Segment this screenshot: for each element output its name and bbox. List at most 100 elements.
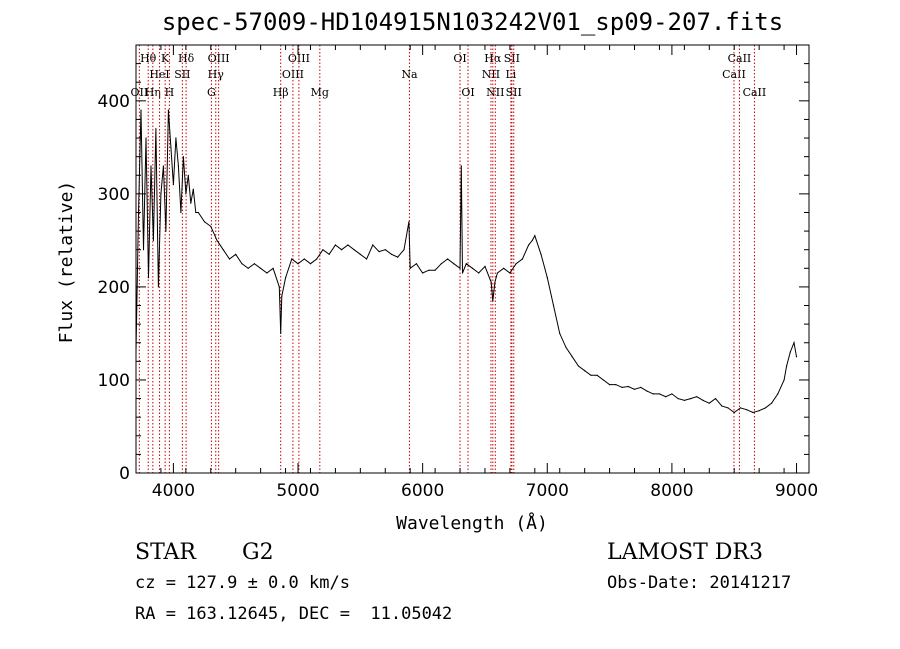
data-point-80: [496, 272, 498, 274]
data-point-29: [222, 249, 224, 251]
data-point-10: [160, 193, 162, 195]
spectral-line-label-18: NII: [482, 68, 500, 81]
data-point-3: [142, 249, 145, 251]
data-point-100: [615, 384, 617, 386]
spectral-line-label-23: SII: [506, 86, 522, 99]
data-point-119: [733, 411, 735, 414]
data-point-47: [322, 249, 324, 251]
spectral-line-label-19: Hα: [484, 52, 502, 65]
spectral-line-label-11: Hβ: [273, 86, 289, 99]
x-tick-label-2: 6000: [401, 481, 444, 501]
data-point-23: [192, 188, 194, 190]
data-point-46: [316, 258, 318, 260]
plot-frame: [135, 44, 810, 474]
spectrum-series: [135, 109, 798, 414]
data-point-90: [552, 304, 555, 307]
data-point-27: [210, 225, 212, 227]
y-tick-label-0: 0: [119, 464, 130, 484]
spectral-line-label-2: Hη: [145, 86, 161, 99]
data-point-72: [461, 272, 464, 274]
data-point-63: [415, 263, 417, 265]
data-point-11: [162, 165, 164, 167]
spectral-line-label-9: G: [207, 86, 216, 99]
data-point-31: [235, 253, 237, 255]
data-point-5: [147, 277, 150, 279]
data-point-77: [490, 281, 492, 283]
data-point-81: [503, 267, 505, 269]
data-point-104: [640, 386, 642, 388]
data-point-32: [241, 263, 243, 265]
data-point-131: [795, 356, 798, 358]
data-point-37: [272, 267, 274, 269]
spectral-line-label-4: K: [161, 52, 170, 65]
spectral-line-label-17: OI: [461, 86, 474, 99]
data-point-55: [372, 244, 374, 246]
y-tick-label-2: 200: [98, 278, 130, 298]
spectral-line-label-6: SII: [174, 68, 190, 81]
data-point-66: [434, 269, 436, 271]
x-tick-label-0: 4000: [152, 481, 195, 501]
data-point-102: [627, 385, 629, 388]
spectral-line-label-22: SII: [504, 52, 520, 65]
data-point-67: [440, 263, 442, 265]
data-point-13: [167, 109, 169, 111]
spectral-line-label-14: Mg: [311, 86, 329, 99]
data-point-115: [708, 402, 710, 404]
data-point-69: [453, 263, 455, 265]
data-point-106: [652, 393, 654, 395]
observation-date: Obs-Date: 20141217: [607, 573, 792, 593]
data-point-126: [777, 393, 779, 395]
data-point-95: [584, 370, 586, 372]
spectral-line-label-5: H: [165, 86, 175, 99]
data-point-84: [521, 258, 524, 260]
data-point-87: [534, 235, 536, 237]
data-point-16: [175, 137, 177, 139]
data-point-60: [403, 249, 405, 251]
data-point-128: [786, 365, 788, 367]
x-tick-label-5: 9000: [775, 481, 818, 501]
coordinates: RA = 163.12645, DEC = 11.05042: [135, 604, 453, 624]
data-point-89: [546, 277, 548, 279]
spectral-line-label-3: HeI: [149, 68, 169, 81]
data-point-124: [764, 407, 767, 409]
data-point-9: [157, 286, 159, 288]
spectral-line-label-13: OIII: [288, 52, 310, 65]
spectral-line-label-10: OIII: [208, 52, 230, 65]
data-point-4: [145, 137, 147, 139]
data-point-12: [165, 230, 167, 232]
spectral-line-label-7: Hδ: [178, 52, 195, 65]
spectral-line-label-21: Li: [505, 68, 516, 81]
data-point-39: [280, 332, 282, 334]
spectral-line-markers: OII Hθ Hη HeI K H SII Hδ Hγ G OIII Hβ OIII OIII Mg Na OI…: [131, 45, 767, 473]
data-point-125: [771, 402, 773, 404]
data-point-50: [341, 249, 343, 251]
data-point-57: [384, 249, 386, 251]
data-point-7: [152, 239, 154, 241]
y-tick-label-1: 100: [98, 371, 130, 391]
data-point-28: [216, 239, 218, 241]
data-point-30: [228, 258, 231, 260]
spectral-line-label-26: CaII: [743, 86, 767, 99]
spectral-line-label-20: NII: [486, 86, 504, 99]
data-point-111: [683, 399, 686, 401]
data-point-61: [408, 221, 410, 223]
data-point-108: [665, 396, 667, 398]
data-point-97: [596, 374, 598, 376]
data-point-49: [334, 244, 336, 246]
spectral-line-label-25: CaII: [728, 52, 752, 65]
data-point-24: [195, 211, 197, 214]
data-point-88: [540, 253, 542, 255]
data-point-70: [459, 267, 461, 269]
data-point-21: [187, 174, 189, 176]
spectral-line-label-8: Hγ: [208, 68, 225, 81]
survey-name: LAMOST DR3: [607, 540, 763, 565]
data-point-34: [253, 263, 255, 265]
data-point-62: [409, 267, 411, 269]
data-point-52: [353, 249, 355, 251]
spectrum-chart: OII Hθ Hη HeI K H SII Hδ Hγ G OIII Hβ OIII OIII Mg Na OI…: [56, 44, 818, 534]
data-point-14: [170, 146, 172, 148]
data-point-118: [727, 407, 729, 409]
data-point-2: [140, 109, 142, 111]
data-point-22: [190, 202, 192, 204]
